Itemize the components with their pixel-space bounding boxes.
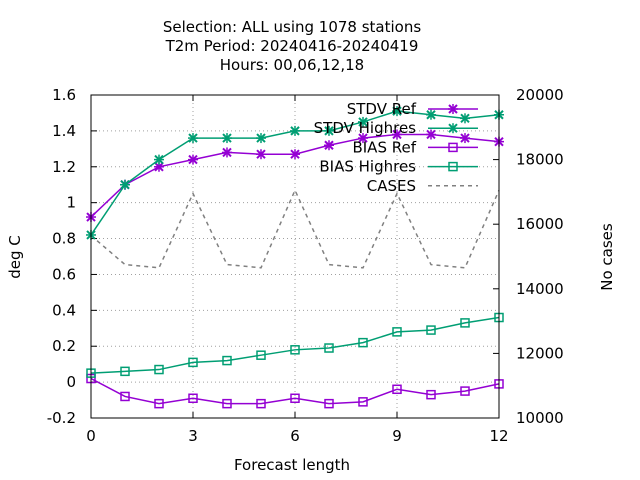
series-bias-highres	[86, 312, 504, 378]
data-point	[358, 116, 368, 127]
tick-labels: -0.2 0 0.2 0.4 0.6 0.8 1 1.2 1.4 1.6 10000 12000 140…	[47, 86, 564, 445]
legend-item-stdv-ref: STDV Ref	[347, 100, 478, 118]
x-tick-label: 9	[392, 427, 402, 445]
legend-marker	[448, 142, 458, 153]
y2-axis-label: No cases	[598, 223, 616, 291]
y-tick-label: 0	[66, 373, 76, 391]
legend-label: BIAS Ref	[352, 138, 416, 156]
y-tick-label: -0.2	[47, 409, 76, 427]
title-line: Hours: 00,06,12,18	[220, 56, 364, 74]
x-tick-label: 6	[290, 427, 300, 445]
data-point	[358, 133, 368, 144]
data-point	[154, 161, 164, 172]
x-tick-label: 3	[188, 427, 198, 445]
plot-frame	[90, 94, 500, 419]
data-point	[324, 343, 334, 353]
data-point	[154, 398, 164, 409]
y2-tick-label: 14000	[516, 280, 564, 298]
data-point	[222, 147, 232, 158]
data-point	[324, 125, 334, 136]
y2-tick-label: 16000	[516, 215, 564, 233]
data-point	[358, 397, 368, 407]
series-line-bias-highres	[90, 316, 500, 374]
y-tick-label: 1.4	[52, 122, 76, 140]
data-point	[188, 393, 198, 404]
data-point	[290, 393, 300, 404]
data-point	[120, 179, 130, 190]
data-point	[460, 318, 470, 328]
title-line: Selection: ALL using 1078 stations	[163, 18, 422, 36]
data-point	[256, 350, 266, 360]
x-tick-label: 12	[489, 427, 508, 445]
data-point	[120, 391, 130, 402]
series-bias-ref	[86, 373, 504, 409]
data-point	[290, 125, 300, 136]
data-point	[256, 398, 266, 409]
data-point	[290, 345, 300, 355]
x-tick-label: 0	[86, 427, 96, 445]
legend-label: STDV Ref	[347, 100, 417, 118]
series-line-cases	[90, 188, 500, 269]
legend-item-cases: CASES	[367, 177, 478, 195]
data-point	[358, 337, 368, 348]
data-point	[188, 133, 198, 144]
title-line: T2m Period: 20240416-20240419	[165, 37, 419, 55]
y-tick-label: 0.6	[52, 265, 76, 283]
data-point	[460, 386, 470, 396]
y-tick-label: 1	[66, 194, 76, 212]
legend-marker	[448, 123, 458, 134]
series-stdv-highres	[86, 106, 504, 240]
legend-item-bias-ref: BIAS Ref	[352, 138, 478, 156]
data-point	[324, 398, 334, 409]
y2-tick-label: 12000	[516, 344, 564, 362]
series-group	[86, 106, 504, 409]
legend-item-stdv-highres: STDV Highres	[314, 119, 478, 137]
legend-marker	[448, 161, 458, 172]
data-point	[324, 140, 334, 151]
y-tick-label: 1.2	[52, 158, 76, 176]
y-tick-label: 0.2	[52, 337, 76, 355]
y-tick-label: 1.6	[52, 86, 76, 104]
y2-tick-label: 10000	[516, 409, 564, 427]
data-point	[290, 149, 300, 160]
data-point	[256, 133, 266, 144]
y-tick-label: 0.4	[52, 301, 76, 319]
data-point	[154, 154, 164, 165]
data-point	[426, 325, 436, 335]
series-cases	[90, 188, 500, 269]
series-line-bias-ref	[90, 377, 500, 405]
data-point	[188, 357, 198, 368]
data-point	[154, 364, 164, 375]
data-point	[460, 113, 470, 124]
data-point	[426, 129, 436, 140]
data-point	[392, 327, 402, 337]
data-point	[120, 366, 130, 377]
y2-tick-label: 20000	[516, 86, 564, 104]
y-axis-label: deg C	[6, 235, 24, 279]
data-point	[188, 154, 198, 165]
legend-label: CASES	[367, 177, 416, 195]
data-point	[222, 398, 232, 409]
y-tick-label: 0.8	[52, 230, 76, 248]
data-point	[426, 109, 436, 120]
legend-item-bias-highres: BIAS Highres	[319, 158, 478, 176]
data-point	[222, 133, 232, 144]
data-point	[426, 389, 436, 400]
x-axis-label: Forecast length	[234, 456, 350, 474]
legend-marker	[448, 104, 458, 114]
data-point	[392, 106, 402, 117]
legend-label: BIAS Highres	[319, 158, 416, 176]
data-point	[392, 129, 402, 140]
legend-label: STDV Highres	[314, 119, 417, 137]
y2-tick-label: 18000	[516, 151, 564, 169]
data-point	[256, 149, 266, 160]
data-point	[392, 384, 402, 395]
data-point	[460, 133, 470, 144]
data-point	[222, 355, 232, 366]
